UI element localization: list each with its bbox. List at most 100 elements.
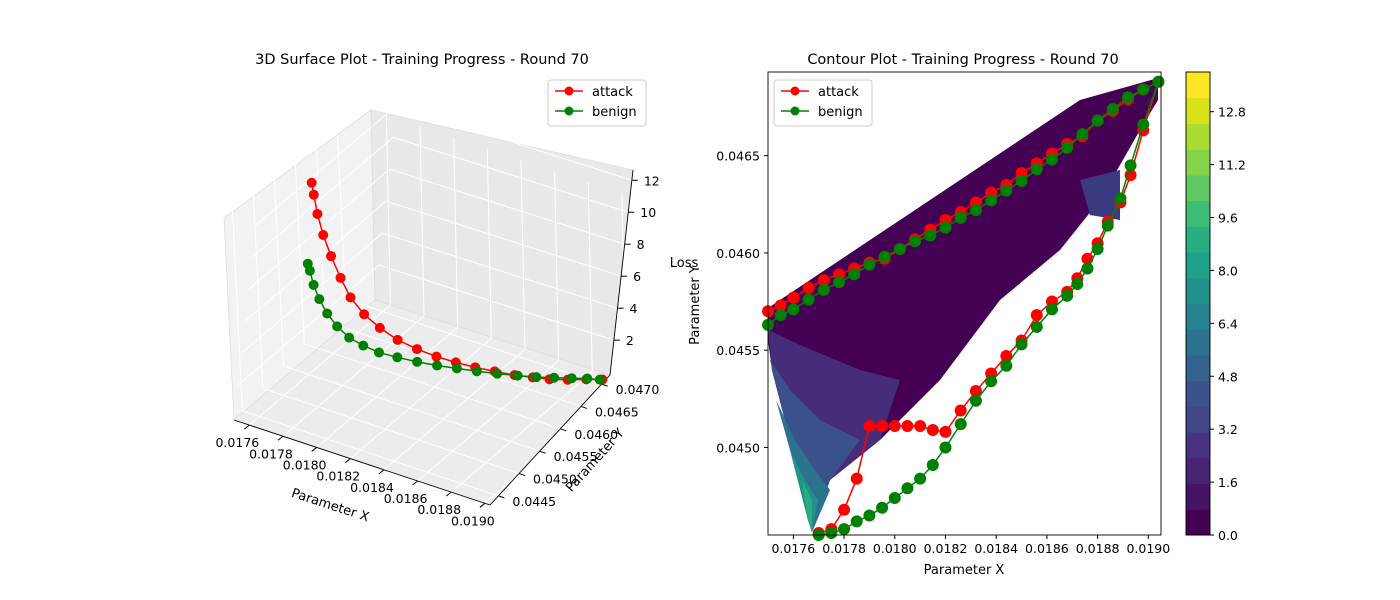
legend-label-benign: benign [818, 105, 863, 120]
z-tick-label-3d: 10 [640, 205, 656, 220]
data-point-benign [1000, 184, 1013, 197]
colorbar-tick-label: 1.6 [1218, 475, 1238, 490]
grid-line-x [349, 338, 492, 459]
colorbar-band [1186, 226, 1210, 253]
data-point-benign [787, 303, 800, 316]
grid-line-z [389, 168, 625, 245]
grid-line-z-left [237, 264, 380, 386]
data-point-benign [863, 258, 876, 271]
legend-marker-attack [564, 86, 574, 96]
x-tick-label-3d: 0.0180 [283, 457, 327, 472]
data-point-attack [817, 274, 830, 287]
data-point-3d-benign [594, 374, 605, 385]
data-point-benign [1101, 219, 1114, 232]
data-point-3d-benign [512, 370, 523, 381]
grid-line-x-back [587, 182, 593, 373]
data-point-benign [1045, 153, 1058, 166]
contour-level-5 [802, 480, 812, 532]
y-tick-label-3d: 0.0445 [512, 494, 556, 509]
y-tick-label-3d: 0.0470 [616, 382, 660, 397]
data-point-3d-benign [344, 332, 355, 343]
surface-plot-3d: 3D Surface Plot - Training Progress - Ro… [215, 52, 698, 528]
colorbar-tick-label: 0.0 [1218, 528, 1238, 543]
data-point-attack [863, 420, 876, 433]
x-tick-label-3d: 0.0176 [215, 435, 259, 450]
data-point-attack [876, 420, 889, 433]
data-point-attack [850, 472, 863, 485]
x-axis-line-3d [233, 419, 491, 506]
x-tick-3d [344, 458, 351, 464]
colorbar-band [1186, 174, 1210, 202]
colorbar-band [1186, 123, 1210, 150]
grid-line-z [385, 200, 622, 277]
data-point-3d-attack [412, 344, 423, 355]
legend-contour: attack benign [773, 79, 873, 127]
grid-line-x-back [554, 170, 560, 361]
data-point-attack [1124, 169, 1137, 182]
data-point-3d-attack [318, 229, 329, 240]
grid-line-z-left [241, 232, 383, 354]
data-point-benign [954, 418, 967, 431]
data-point-3d-attack [392, 334, 403, 345]
legend-3d: attack benign [547, 79, 647, 127]
data-point-3d-benign [549, 372, 560, 383]
data-point-attack [969, 385, 982, 398]
grid-line-z-left [255, 104, 398, 226]
grid-line-z [396, 104, 633, 181]
data-point-benign [909, 235, 922, 248]
z-tick-label-3d: 2 [626, 333, 634, 348]
x-tick-label-3d: 0.0182 [316, 469, 360, 484]
colorbar-frame [1185, 71, 1211, 536]
colorbar-band [1186, 432, 1210, 459]
data-point-benign [863, 509, 876, 522]
data-point-benign [1137, 83, 1150, 96]
grid-line-z-left [244, 200, 387, 322]
data-point-benign [817, 283, 830, 296]
y-tick-label: 0.0455 [716, 343, 760, 358]
colorbar-band [1186, 149, 1210, 176]
x-tick-label: 0.0176 [771, 541, 815, 556]
colorbar-band [1186, 354, 1210, 382]
y-tick-3d [518, 473, 526, 477]
data-point-benign [1124, 159, 1137, 172]
data-point-benign [969, 204, 982, 217]
colorbar-tick-label: 11.2 [1218, 158, 1246, 173]
y-axis-line-3d [489, 374, 611, 506]
contour-fill [768, 78, 1158, 532]
x-tick-label: 0.0188 [1076, 541, 1120, 556]
x-tick-label: 0.0186 [1025, 541, 1069, 556]
data-point-benign [939, 221, 952, 234]
data-point-benign [1000, 359, 1013, 372]
data-point-benign [939, 441, 952, 454]
data-point-benign [893, 243, 906, 256]
colorbar-tick-label: 12.8 [1218, 105, 1246, 120]
colorbar-tick-label: 3.2 [1218, 422, 1238, 437]
data-point-3d-benign [332, 321, 343, 332]
x-tick-3d [412, 480, 418, 486]
data-point-3d-attack [306, 177, 317, 188]
data-point-benign [914, 472, 927, 485]
data-point-3d-benign [451, 363, 462, 374]
data-point-attack [888, 420, 901, 433]
grid-line-y-back [273, 164, 285, 367]
z-tick-label-3d: 8 [637, 237, 645, 252]
data-point-attack [787, 291, 800, 304]
x-tick-label: 0.0182 [924, 541, 968, 556]
grid-line-y-back [293, 141, 305, 344]
colorbar: 0.0 1.6 3.2 4.8 6.4 8.0 9.6 11.2 12.8 [1185, 71, 1246, 543]
contour-plot: Contour Plot - Training Progress - Round… [688, 52, 1246, 578]
x-tick-label: 0.0190 [1126, 541, 1170, 556]
x-tick-label: 0.0178 [822, 541, 866, 556]
colorbar-band [1186, 252, 1210, 279]
data-point-benign [1061, 141, 1074, 154]
data-point-attack [914, 420, 927, 433]
grid-line-z-left [251, 136, 394, 258]
data-point-benign [954, 211, 967, 224]
data-point-benign [1091, 114, 1104, 127]
data-point-attack [802, 281, 815, 294]
data-point-attack [926, 423, 939, 436]
x-tick-label-3d: 0.0178 [249, 446, 293, 461]
data-point-benign [850, 515, 863, 528]
data-point-3d-benign [566, 373, 577, 384]
data-point-3d-attack [308, 189, 319, 200]
